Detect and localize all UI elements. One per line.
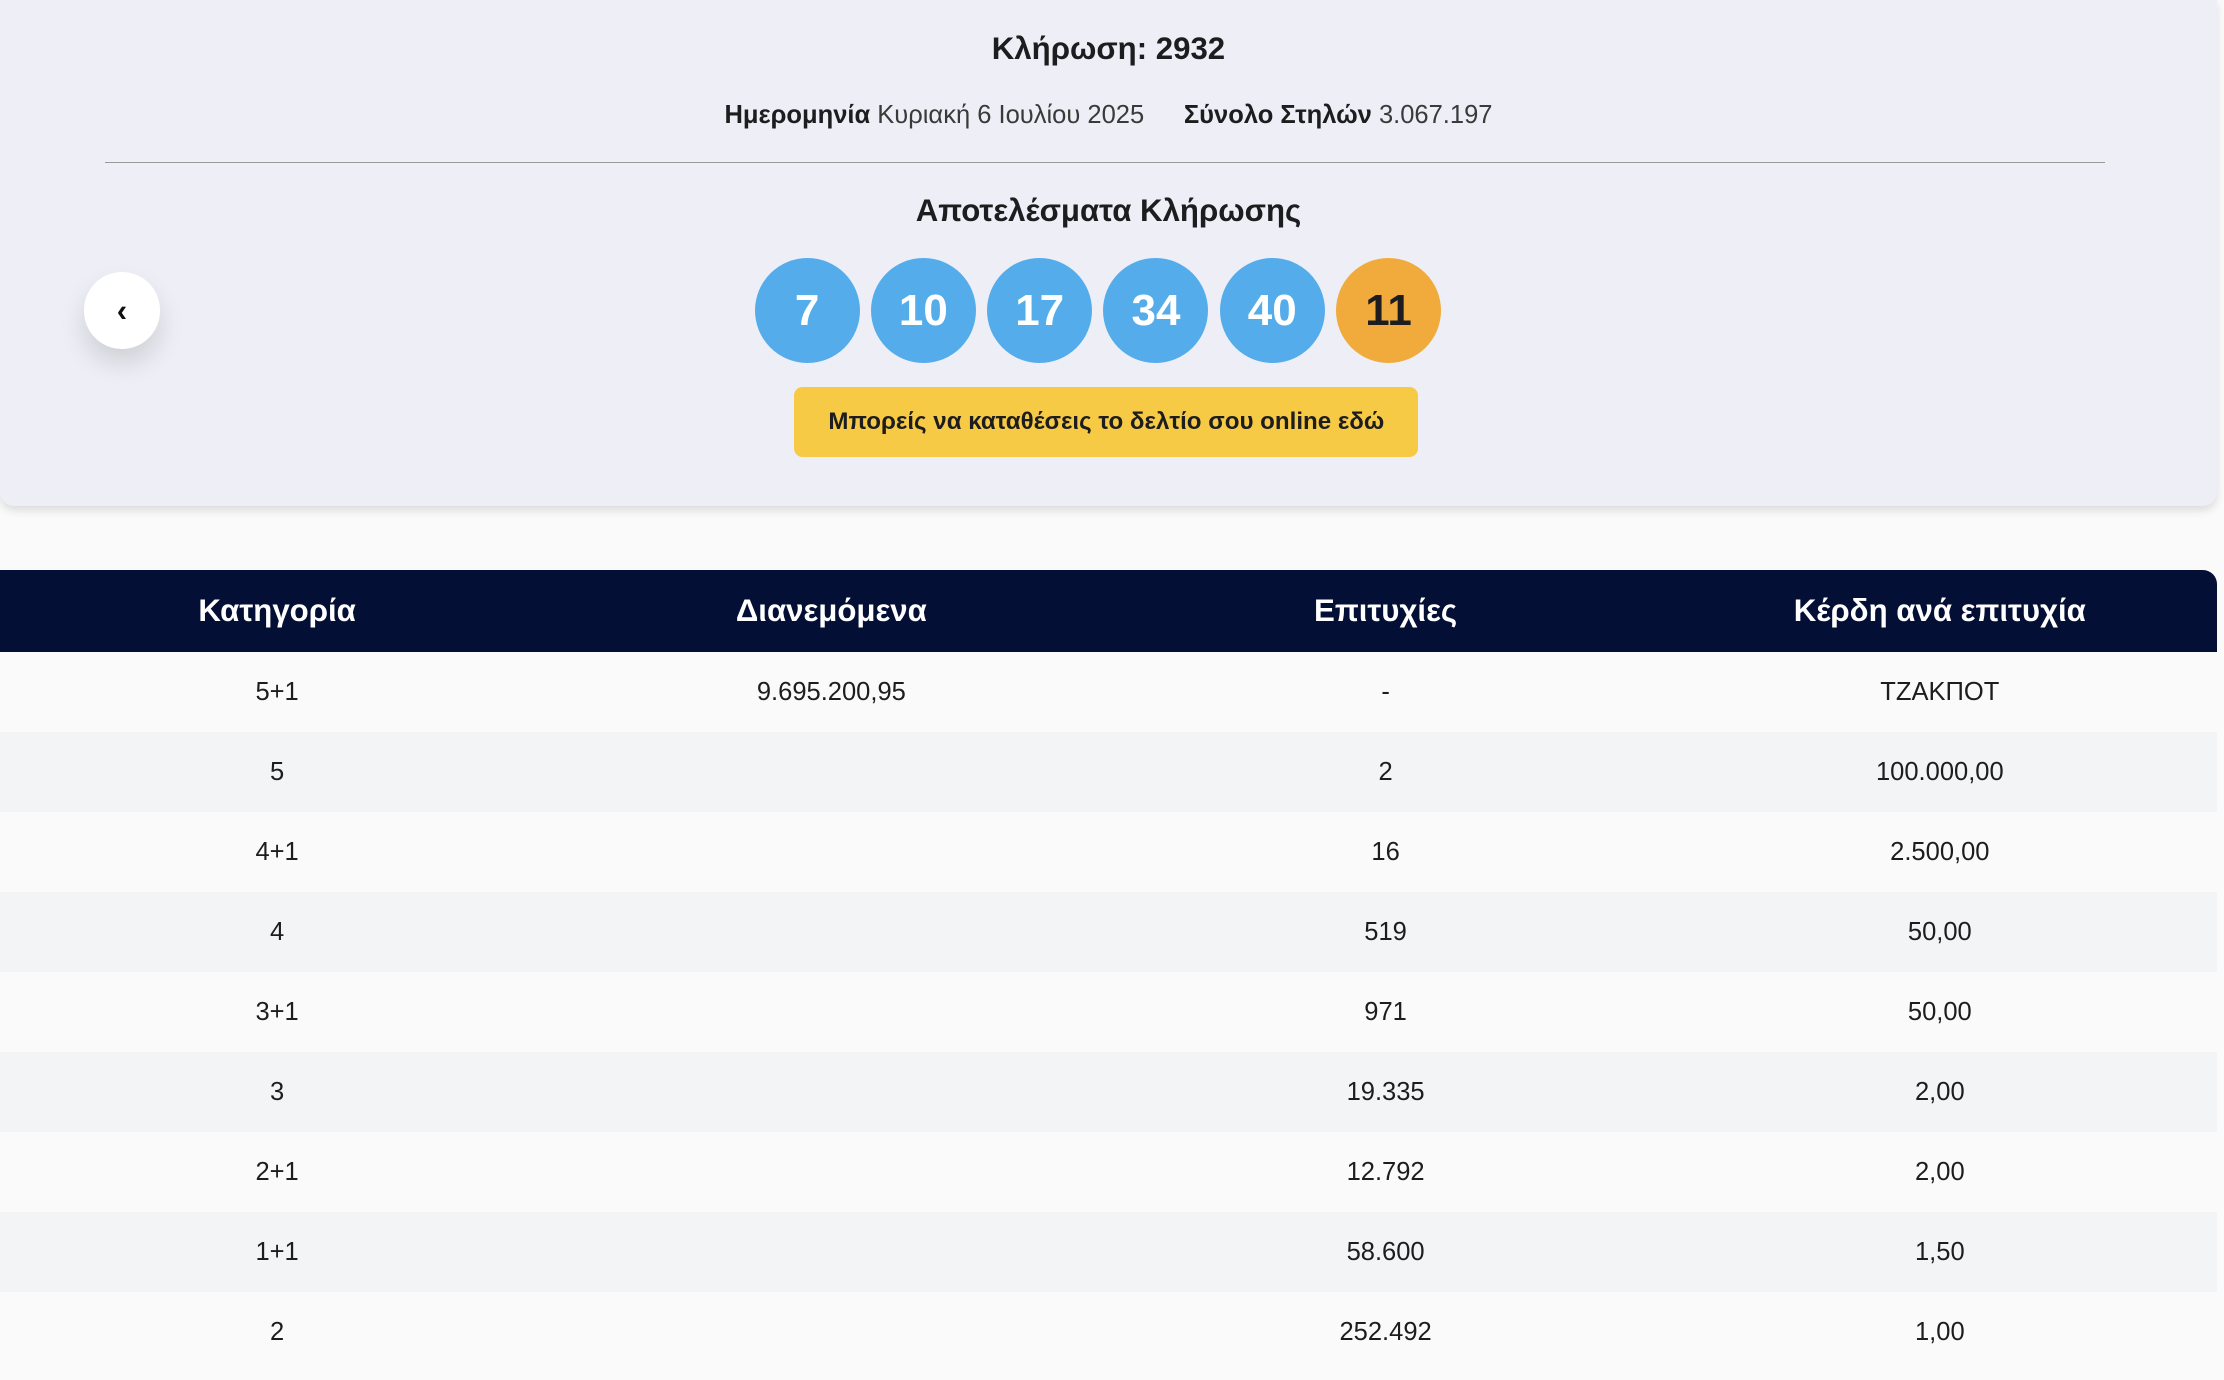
bonus-ball: 11: [1336, 258, 1442, 364]
table-cell: 4: [270, 917, 285, 946]
table-cell: 12.792: [1346, 1157, 1425, 1186]
results-title: Αποτελέσματα Κλήρωσης: [915, 192, 1302, 228]
table-cell: 2,00: [1914, 1077, 1965, 1106]
table-cell: 4+1: [255, 837, 299, 866]
column-header: Διανεμόμενα: [735, 593, 927, 629]
table-cell: 58.600: [1346, 1237, 1425, 1266]
table-cell: 19.335: [1346, 1077, 1425, 1106]
table-cell: 50,00: [1907, 917, 1972, 946]
table-cell: [554, 972, 1108, 1052]
table-row: 2 252.492 1,00: [0, 1292, 2217, 1373]
table-cell: 50,00: [1907, 997, 1972, 1026]
table-header-row: Κατηγορία Διανεμόμενα Επιτυχίες Κέρδη ανά ε…: [0, 570, 2217, 653]
winning-numbers: 7 10 17 34 40 11: [754, 258, 1442, 364]
table-cell: [554, 892, 1108, 972]
table-cell: 2: [1378, 757, 1393, 786]
column-header: Κέρδη ανά επιτυχία: [1793, 593, 2086, 629]
table-row: 2+1 12.792 2,00: [0, 1132, 2217, 1213]
columns-value: 3.067.197: [1378, 100, 1493, 129]
table-row: 4+1 16 2.500,00: [0, 812, 2217, 893]
table-cell: 2: [270, 1317, 285, 1346]
draw-panel: Κλήρωση: 2932 Ημερομηνία Κυριακή 6 Ιουλί…: [0, 0, 2217, 507]
number-ball: 17: [987, 258, 1093, 364]
prize-table: Κατηγορία Διανεμόμενα Επιτυχίες Κέρδη ανά ε…: [0, 570, 2217, 1373]
table-cell: 1,00: [1914, 1317, 1965, 1346]
table-cell: 16: [1371, 837, 1400, 866]
table-cell: [554, 1212, 1108, 1292]
table-cell: 5+1: [255, 677, 299, 706]
previous-draw-button[interactable]: ‹: [83, 272, 161, 349]
table-cell: 2.500,00: [1890, 837, 1990, 866]
table-cell: [554, 1292, 1108, 1372]
columns-label: Σύνολο Στηλών: [1183, 100, 1372, 129]
table-cell: 100.000,00: [1875, 757, 2004, 786]
draw-title: Κλήρωση: 2932: [991, 31, 1226, 67]
table-cell: 3+1: [255, 997, 299, 1026]
table-cell: 2,00: [1914, 1157, 1965, 1186]
number-ball: 40: [1219, 258, 1325, 364]
table-row: 4 519 50,00: [0, 892, 2217, 973]
table-cell: [554, 1052, 1108, 1132]
date-value: Κυριακή 6 Ιουλίου 2025: [877, 100, 1145, 129]
table-cell: 519: [1364, 917, 1407, 946]
column-header: Επιτυχίες: [1314, 593, 1458, 629]
play-online-button[interactable]: Μπορείς να καταθέσεις το δελτίο σου onli…: [794, 387, 1419, 457]
table-cell: 971: [1364, 997, 1407, 1026]
table-cell: 5: [270, 757, 285, 786]
table-row: 3 19.335 2,00: [0, 1052, 2217, 1133]
table-cell: 2+1: [255, 1157, 299, 1186]
table-cell: ΤΖΑΚΠΟΤ: [1880, 677, 2000, 706]
table-row: 1+1 58.600 1,50: [0, 1212, 2217, 1293]
table-row: 3+1 971 50,00: [0, 972, 2217, 1053]
column-header: Κατηγορία: [198, 593, 356, 629]
table-cell: -: [1381, 677, 1390, 706]
chevron-left-icon: ‹: [116, 292, 128, 328]
table-cell: [554, 812, 1108, 892]
table-cell: [554, 1132, 1108, 1212]
table-cell: 3: [270, 1077, 285, 1106]
date-label: Ημερομηνία: [724, 100, 871, 129]
number-ball: 10: [870, 258, 976, 364]
number-ball: 34: [1103, 258, 1209, 364]
draw-meta: Ημερομηνία Κυριακή 6 Ιουλίου 2025 Σύνολο…: [0, 101, 2217, 130]
table-row: 5+1 9.695.200,95 - ΤΖΑΚΠΟΤ: [0, 652, 2217, 733]
table-cell: 1+1: [255, 1237, 299, 1266]
table-row: 5 2 100.000,00: [0, 732, 2217, 813]
table-cell: 9.695.200,95: [756, 677, 906, 706]
divider: [104, 161, 2105, 164]
table-cell: 252.492: [1339, 1317, 1432, 1346]
table-cell: [554, 732, 1108, 812]
number-ball: 7: [754, 258, 860, 364]
table-cell: 1,50: [1914, 1237, 1965, 1266]
